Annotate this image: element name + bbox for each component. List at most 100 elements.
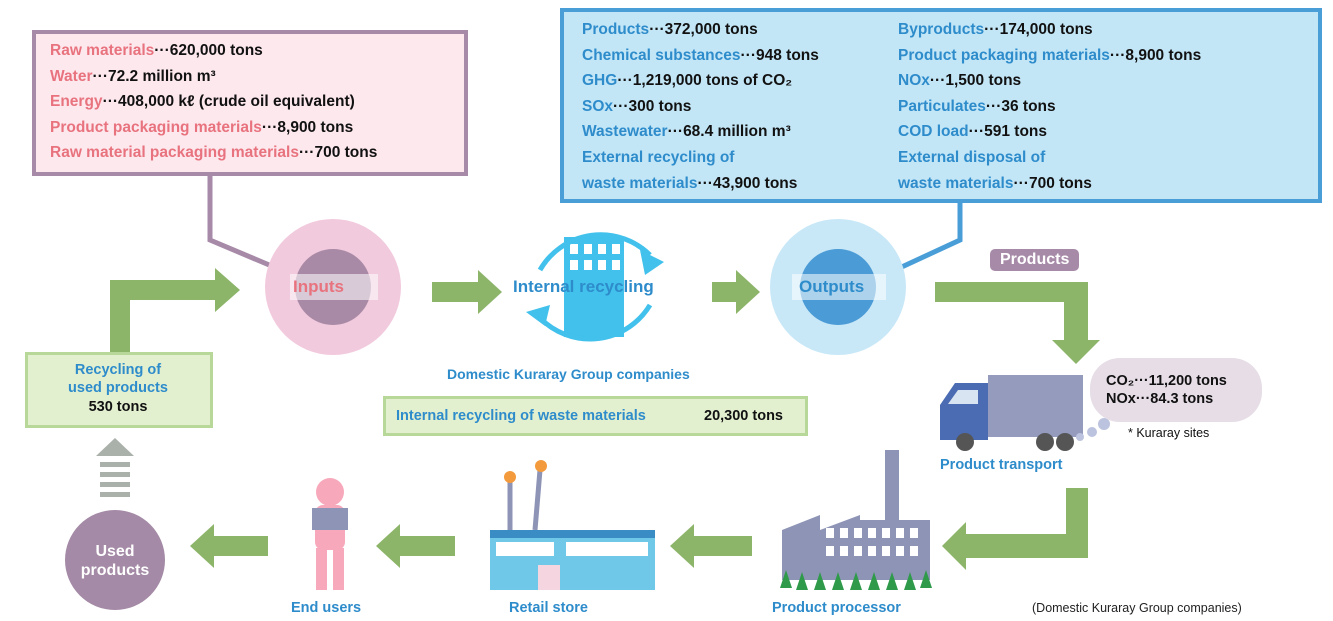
exhaust xyxy=(1076,433,1084,441)
item-value: ···408,000 kℓ (crude oil equivalent) xyxy=(103,93,355,110)
transport-label: Product transport xyxy=(940,457,1062,473)
store-roof xyxy=(490,530,655,538)
item-label: Products xyxy=(582,21,649,38)
internal-recycling-label: Internal recycling xyxy=(513,277,654,297)
outputs-box: Products···372,000 tonsChemical substanc… xyxy=(560,8,1322,203)
item-value: ···372,000 tons xyxy=(649,21,758,38)
item-value: ···591 tons xyxy=(969,123,1047,140)
emission-item: NOx···84.3 tons xyxy=(1106,390,1227,408)
antenna-tip xyxy=(504,471,516,483)
item-value: ···68.4 million m³ xyxy=(668,123,791,140)
exhaust xyxy=(1087,427,1097,437)
person-leg xyxy=(333,548,344,590)
item-line: GHG···1,219,000 tons of CO₂ xyxy=(582,68,819,94)
wheel xyxy=(1036,433,1054,451)
item-value: ···72.2 million m³ xyxy=(93,68,216,85)
item-line: waste materials···700 tons xyxy=(898,171,1201,197)
item-line: NOx···1,500 tons xyxy=(898,68,1201,94)
item-label: Product packaging materials xyxy=(50,119,262,136)
antenna-tip xyxy=(535,460,547,472)
chimney xyxy=(885,450,899,520)
person-leg xyxy=(316,548,327,590)
store xyxy=(490,530,655,590)
label: Recycling of used products xyxy=(58,361,178,397)
item-value: ···1,219,000 tons of CO₂ xyxy=(617,72,792,89)
exhaust xyxy=(1098,418,1110,430)
item-label: Raw materials xyxy=(50,42,154,59)
item-line: Raw material packaging materials···700 t… xyxy=(50,140,377,166)
item-value: ···43,900 tons xyxy=(697,175,797,192)
laptop xyxy=(312,508,348,530)
products-tag: Products xyxy=(990,249,1079,271)
item-line: Particulates···36 tons xyxy=(898,94,1201,120)
note: * Kuraray sites xyxy=(1128,426,1209,440)
item-line: waste materials···43,900 tons xyxy=(582,171,819,197)
item-line: COD load···591 tons xyxy=(898,119,1201,145)
item-line: External disposal of xyxy=(898,145,1201,171)
item-label: External disposal of xyxy=(898,149,1045,166)
item-label: Product packaging materials xyxy=(898,47,1110,64)
outputs-right: Byproducts···174,000 tons Product packagi… xyxy=(898,17,1201,196)
store-door xyxy=(538,565,560,590)
item-label: waste materials xyxy=(582,175,697,192)
value: 20,300 tons xyxy=(704,408,783,424)
domestic-label: Domestic Kuraray Group companies xyxy=(447,366,690,382)
item-line: Energy···408,000 kℓ (crude oil equivalen… xyxy=(50,89,377,115)
truck-cargo xyxy=(988,375,1083,437)
processor-label: Product processor xyxy=(772,600,901,616)
item-label: Chemical substances xyxy=(582,47,741,64)
recycling-used-box: Recycling of used products 530 tons xyxy=(25,352,213,428)
retail-label: Retail store xyxy=(509,600,588,616)
footnote: (Domestic Kuraray Group companies) xyxy=(1032,601,1242,615)
item-line: Products···372,000 tons xyxy=(582,17,819,43)
item-value: ···948 tons xyxy=(741,47,819,64)
item-label: External recycling of xyxy=(582,149,734,166)
item-line: SOx···300 tons xyxy=(582,94,819,120)
item-line: Product packaging materials···8,900 tons xyxy=(50,115,377,141)
wheel xyxy=(956,433,974,451)
wheel xyxy=(1056,433,1074,451)
arrowhead xyxy=(640,250,664,275)
item-value: ···8,900 tons xyxy=(262,119,353,136)
outputs-label: Outputs xyxy=(799,277,864,297)
item-line: Water···72.2 million m³ xyxy=(50,64,377,90)
used-products-label: Used products xyxy=(72,542,158,580)
internal-recycling-box: Internal recycling of waste materials 20… xyxy=(383,396,808,436)
item-label: waste materials xyxy=(898,175,1013,192)
person-head xyxy=(316,478,344,506)
item-line: Product packaging materials···8,900 tons xyxy=(898,43,1201,69)
item-line: Raw materials···620,000 tons xyxy=(50,38,377,64)
item-label: Energy xyxy=(50,93,103,110)
diagram: Raw materials···620,000 tonsWater···72.2… xyxy=(0,0,1333,621)
label: Internal recycling of waste materials xyxy=(396,408,646,424)
item-label: SOx xyxy=(582,98,613,115)
item-line: External recycling of xyxy=(582,145,819,171)
value: 530 tons xyxy=(58,399,178,415)
item-label: Wastewater xyxy=(582,123,668,140)
item-label: Byproducts xyxy=(898,21,984,38)
item-label: NOx xyxy=(898,72,930,89)
end-users-label: End users xyxy=(291,600,361,616)
antenna xyxy=(535,470,540,530)
item-label: GHG xyxy=(582,72,617,89)
item-label: COD load xyxy=(898,123,969,140)
item-value: ···36 tons xyxy=(986,98,1056,115)
item-label: Raw material packaging materials xyxy=(50,144,299,161)
item-value: ···174,000 tons xyxy=(984,21,1093,38)
item-value: ···700 tons xyxy=(299,144,377,161)
item-value: ···1,500 tons xyxy=(930,72,1021,89)
store-windows xyxy=(496,542,648,556)
item-value: ···300 tons xyxy=(613,98,691,115)
inputs-label: Inputs xyxy=(293,277,344,297)
item-line: Wastewater···68.4 million m³ xyxy=(582,119,819,145)
item-value: ···620,000 tons xyxy=(154,42,263,59)
item-line: Chemical substances···948 tons xyxy=(582,43,819,69)
emission-item: CO₂···11,200 tons xyxy=(1106,372,1227,390)
item-label: Particulates xyxy=(898,98,986,115)
item-label: Water xyxy=(50,68,93,85)
item-value: ···8,900 tons xyxy=(1110,47,1201,64)
